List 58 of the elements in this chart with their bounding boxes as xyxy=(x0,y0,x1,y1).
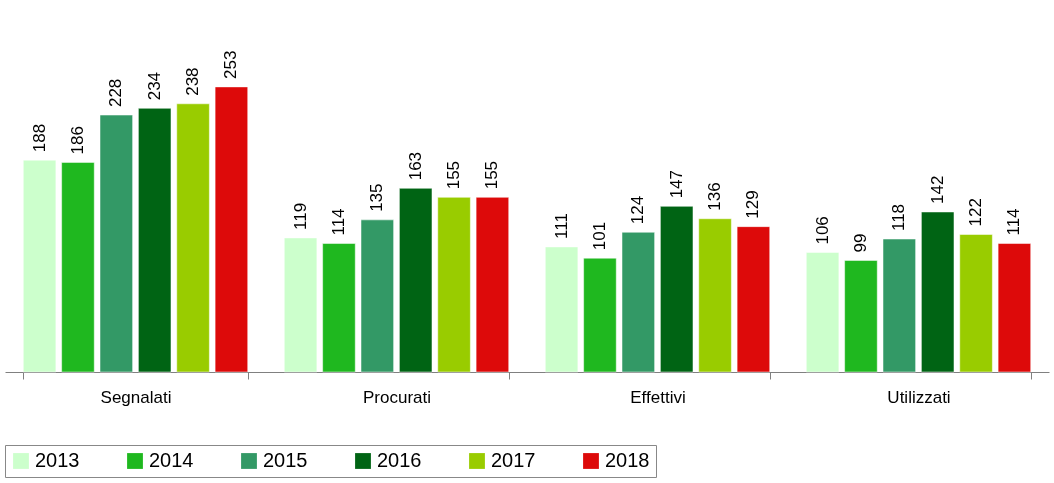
bar xyxy=(399,188,433,373)
data-label: 129 xyxy=(743,190,763,219)
bar xyxy=(660,206,694,373)
bar xyxy=(959,234,993,373)
data-label: 188 xyxy=(29,123,49,153)
data-label: 136 xyxy=(705,182,725,211)
bar xyxy=(284,237,318,373)
data-label: 253 xyxy=(221,50,241,79)
bar xyxy=(997,243,1031,373)
legend-label: 2016 xyxy=(377,449,422,471)
data-label: 155 xyxy=(482,160,502,190)
bar xyxy=(882,238,916,373)
bar xyxy=(844,260,878,373)
data-label: 106 xyxy=(812,216,832,245)
bar xyxy=(583,257,617,373)
data-label: 122 xyxy=(966,198,986,227)
x-tick-label: Utilizzati xyxy=(887,387,951,407)
data-label: 114 xyxy=(328,208,348,236)
x-tick-label: Segnalati xyxy=(100,387,172,407)
legend-label: 2013 xyxy=(35,449,80,471)
bar xyxy=(23,159,57,373)
legend-label: 2017 xyxy=(491,449,536,471)
data-label: 142 xyxy=(927,175,947,204)
bar xyxy=(621,232,655,373)
legend-label: 2018 xyxy=(605,449,650,471)
bar xyxy=(138,108,172,373)
data-label: 135 xyxy=(367,183,387,212)
data-label: 238 xyxy=(183,67,203,96)
bar xyxy=(736,226,770,373)
legend-label: 2014 xyxy=(149,449,194,471)
bar xyxy=(360,219,394,373)
data-label: 155 xyxy=(444,160,464,190)
bar xyxy=(698,218,732,373)
bar xyxy=(61,162,95,373)
bar xyxy=(545,246,579,373)
data-label: 228 xyxy=(106,78,126,108)
data-label: 147 xyxy=(666,169,686,199)
data-label: 114 xyxy=(1004,208,1024,236)
data-label: 186 xyxy=(67,126,87,155)
data-label: 99 xyxy=(850,233,870,253)
data-label: 119 xyxy=(290,202,310,230)
data-label: 118 xyxy=(889,203,909,232)
legend-label: 2015 xyxy=(263,449,308,471)
bar xyxy=(176,103,210,373)
x-tick-label: Procurati xyxy=(362,387,432,407)
data-label: 101 xyxy=(589,221,609,251)
data-label: 234 xyxy=(144,71,164,101)
bar xyxy=(99,114,133,373)
bar xyxy=(322,243,356,373)
bar xyxy=(437,197,471,373)
bar xyxy=(921,211,955,373)
bar xyxy=(475,197,509,373)
data-label: 111 xyxy=(551,213,571,239)
data-label: 163 xyxy=(405,151,425,181)
data-label: 124 xyxy=(628,195,648,225)
bar xyxy=(806,252,840,373)
x-tick-label: Effettivi xyxy=(630,387,686,407)
bar xyxy=(214,86,248,373)
